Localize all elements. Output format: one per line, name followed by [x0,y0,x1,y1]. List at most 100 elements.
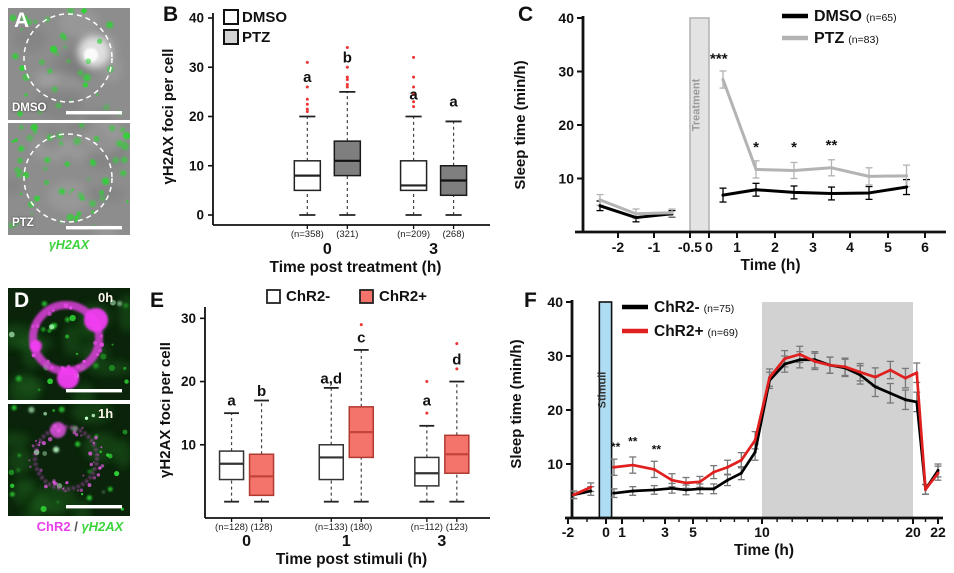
svg-text:(n=358): (n=358) [291,229,324,240]
svg-text:3: 3 [661,524,669,540]
svg-text:DMSO: DMSO [242,9,287,26]
svg-text:-2: -2 [612,239,625,255]
svg-text:(180): (180) [350,522,372,533]
svg-text:0: 0 [705,239,713,255]
svg-text:1: 1 [342,533,351,550]
svg-text:10: 10 [189,158,204,173]
svg-text:20: 20 [181,374,196,389]
svg-text:(268): (268) [442,229,464,240]
svg-text:a: a [303,69,312,86]
svg-text:ChR2-(n=75): ChR2- (n=75) [654,299,734,316]
svg-text:ChR2+(n=69): ChR2+ (n=69) [654,323,738,340]
svg-text:PTZ: PTZ [242,29,270,46]
legend: DMSO (n=65) PTZ (n=83) [782,8,897,47]
svg-text:40: 40 [547,294,563,310]
chart-c-linechart: Treatment 10 20 30 40 -2 -1 -0.5 0 1 2 3 4 5 6 Time (h)… [512,8,946,274]
svg-text:1: 1 [733,239,741,255]
svg-text:20: 20 [905,524,921,540]
panel-a-label: A [14,9,30,32]
svg-text:Time (h): Time (h) [741,257,801,274]
svg-text:20: 20 [558,117,574,133]
axes: 10 20 30 40 -2 -1 -0.5 0 1 2 3 4 5 6 Time (h) Sleep tim… [512,10,946,274]
significance-markers: ** ** ** [611,435,661,457]
series [596,70,910,223]
svg-text:**: ** [826,137,838,154]
svg-text:3: 3 [809,239,817,255]
panel-b-label: B [163,3,179,26]
svg-text:-0.5: -0.5 [678,239,702,255]
svg-text:30: 30 [547,348,563,364]
svg-text:γH2AX foci per cell: γH2AX foci per cell [160,49,177,185]
svg-text:**: ** [652,443,662,457]
significance-markers: **** * ** [710,50,837,155]
panel-d-label: D [14,289,30,312]
svg-text:Treatment: Treatment [691,78,703,131]
svg-text:**: ** [611,440,621,454]
bands: Stimuli [596,301,913,519]
panel-d: D 0h 1h ChR2 / γH2AX [0,286,160,573]
svg-text:(128): (128) [250,522,272,533]
svg-text:Time post stimuli (h): Time post stimuli (h) [276,551,427,568]
legend: ChR2- ChR2+ [266,288,427,305]
svg-text:Time (h): Time (h) [734,542,794,559]
svg-text:10: 10 [181,437,196,452]
svg-text:Time post treatment (h): Time post treatment (h) [270,259,442,276]
caption-gh2ax: γH2AX [81,519,124,534]
svg-text:6: 6 [921,239,929,255]
svg-text:20: 20 [547,402,563,418]
axes: 0 10 20 30 40 γH2AX foci per cell Time post tr… [160,11,490,276]
svg-text:ChR2-: ChR2- [286,288,330,305]
chart-f-linechart: Stimuli 10 20 30 40 -2 0 1 3 5 10 20 22 Time (h) Sleep… [508,294,946,559]
svg-text:0: 0 [602,524,610,540]
panel-f-label: F [524,289,537,312]
svg-text:(321): (321) [336,229,358,240]
svg-text:1: 1 [618,524,626,540]
svg-text:(123): (123) [446,522,468,533]
svg-text:3: 3 [437,533,446,550]
micrograph-0h [8,288,130,400]
panel-d-caption: ChR2 / γH2AX [0,520,160,533]
svg-text:3: 3 [429,241,438,258]
panel-e-label: E [150,289,165,312]
svg-text:d: d [452,351,461,368]
svg-text:10: 10 [754,524,770,540]
svg-text:(n=209): (n=209) [397,229,430,240]
svg-text:10: 10 [558,171,574,187]
linechart-F: Stimuli 10 20 30 40 -2 0 1 3 5 10 20 22 Time (h) Sleep… [508,294,946,559]
panel-a: A DMSO PTZ γH2AX [0,0,160,286]
svg-text:*: * [753,139,759,156]
svg-text:5: 5 [884,239,892,255]
svg-text:20: 20 [189,109,204,124]
svg-text:(n=133): (n=133) [315,522,348,533]
series [570,345,942,500]
micrograph-1h [8,404,130,516]
linechart-C: Treatment 10 20 30 40 -2 -1 -0.5 0 1 2 3 4 5 6 Time (h)… [512,8,946,274]
svg-text:a: a [227,393,236,410]
svg-text:γH2AX foci per cell: γH2AX foci per cell [160,342,174,478]
micrograph-tag-1h: 1h [98,406,114,421]
svg-text:30: 30 [558,64,574,80]
svg-text:10: 10 [547,456,563,472]
svg-text:a: a [409,86,418,103]
svg-text:0: 0 [323,241,332,258]
svg-text:5: 5 [689,524,697,540]
micrograph-tag-dmso: DMSO [12,102,47,114]
svg-text:Sleep time (min/h): Sleep time (min/h) [512,60,529,189]
svg-text:PTZ(n=83): PTZ (n=83) [814,30,879,47]
svg-text:c: c [357,329,365,346]
svg-text:a: a [423,393,432,410]
svg-text:4: 4 [846,239,854,255]
micrograph-dmso [8,8,130,120]
svg-text:-2: -2 [562,524,575,540]
legend: ChR2- (n=75) ChR2+ (n=69) [622,299,738,340]
boxplot-B: 0 10 20 30 40 γH2AX foci per cell Time post tr… [160,9,490,276]
svg-text:**: ** [628,435,638,449]
svg-text:40: 40 [189,11,204,26]
svg-text:30: 30 [189,60,204,75]
svg-text:a: a [449,94,458,111]
micrograph-tag-ptz: PTZ [12,217,34,229]
micrograph-tag-0h: 0h [98,290,114,305]
